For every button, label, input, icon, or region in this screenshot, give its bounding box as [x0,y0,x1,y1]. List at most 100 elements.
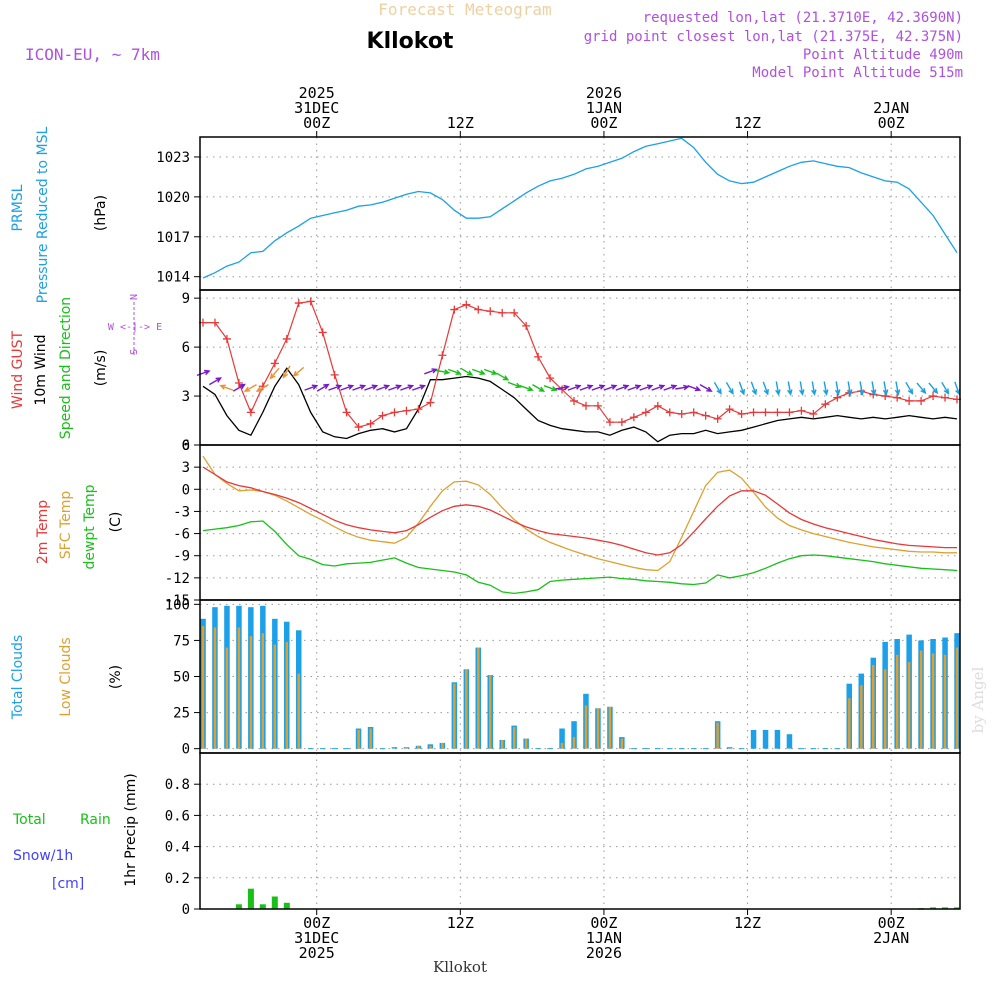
wind-direction-arrow [882,381,889,396]
gust-marker [510,308,519,317]
gust-marker [246,408,255,417]
gust-marker [737,410,746,418]
gust-marker [905,396,914,405]
time-label-top: 31DEC [294,99,339,117]
low-cloud-bar [273,644,276,749]
gust-marker [653,401,662,410]
gust-marker [402,406,411,415]
precip-frame [199,752,961,910]
wind-direction-arrow [364,384,379,391]
wind-label-gust: Wind GUST [10,330,26,409]
gust-marker [342,408,351,417]
precip-label-rain: Rain [80,812,111,828]
wind-direction-arrow [412,384,427,391]
time-label-top: 2025 [299,84,335,102]
wind-direction-arrow [591,384,606,391]
gust-marker [414,405,423,414]
gust-marker [725,405,734,414]
y-tick-label: 0 [182,902,190,918]
wind-direction-arrow [292,366,305,377]
gust-marker [438,351,447,360]
gust-marker [617,418,626,427]
wind-direction-arrow [928,382,939,395]
wind-direction-arrow [483,368,498,375]
wind-direction-arrow [713,381,722,395]
y-tick-label: 0 [182,482,190,498]
wind-direction-arrow [519,385,534,392]
precip-bar [235,904,242,909]
location-title: Kllokot [367,29,454,54]
gust-marker [378,411,387,420]
time-label-top: 00Z [878,114,905,132]
gust-marker [354,423,363,432]
gust-marker [294,299,303,308]
y-tick-label: -9 [173,549,190,565]
low-cloud-bar [501,740,504,749]
y-tick-label: 100 [165,597,190,613]
time-label-bottom: 2026 [586,944,622,962]
low-cloud-bar [524,738,528,749]
pressure-grid [200,137,960,290]
wind-direction-arrow [627,384,642,391]
time-label-bottom: 2025 [299,944,335,962]
temp-label-sfc: SFC Temp [58,491,74,560]
wind-direction-arrow [954,381,961,396]
low-cloud-bar [848,698,851,749]
time-label-top: 2026 [586,84,622,102]
precip-label-cm: [cm] [52,876,84,892]
pressure-panel: 1014 1017 1020 1023 PRMSL Pressure Reduced … [10,126,961,303]
total-cloud-bar [391,747,398,749]
y-tick-label: 75 [173,633,190,649]
wind-direction-arrow [232,383,246,392]
wind-direction-arrow [811,381,817,396]
gust-marker [665,408,674,417]
precip-bar [283,902,290,909]
total-cloud-bar [762,729,769,749]
wind-direction-arrow [579,384,594,391]
low-cloud-bar [560,742,564,749]
wind-direction-arrow [846,381,853,396]
wind-direction-arrow [775,381,781,396]
gust-marker [821,400,830,409]
gust-marker [629,413,638,422]
temperature-grid [200,444,960,601]
low-cloud-bar [429,745,432,749]
gust-marker [390,408,399,417]
low-cloud-bar [884,669,887,749]
dewpoint-line [202,520,958,595]
gust-marker [605,418,614,427]
cloud-bars [200,605,960,750]
y-tick-label: 0.4 [165,840,190,856]
wind-direction-arrow [340,384,355,391]
wind-direction-arrow [471,368,486,375]
precip-bar [930,907,937,909]
time-label-top: 12Z [734,114,761,132]
low-cloud-bar [201,626,205,749]
low-cloud-bar [441,742,444,749]
wind-y-ticks: 0 3 6 9 [182,291,200,454]
low-cloud-bar [907,662,911,749]
wind-gust-line [203,300,958,428]
y-tick-label: 1014 [156,270,190,286]
wind-direction-arrow [435,369,451,375]
y-tick-label: 0 [182,742,190,758]
wind-direction-arrow [316,383,330,392]
precip-unit: 1hr Precip (mm) [123,773,139,886]
wind-label-10m: 10m Wind [33,334,49,405]
wind-panel: 0 3 6 9 Wind GUST 10m Wind Speed and Direct… [10,289,961,454]
pressure-y-ticks: 1014 1017 1020 1023 [156,150,200,286]
gust-marker [593,401,602,410]
footer-location: Kllokot [433,958,487,976]
time-label-bottom: 00Z [590,914,617,932]
wind-direction-arrow [555,384,570,391]
temperature-panel: -15 -12 -9 -6 -3 0 3 6 2m Temp SFC Temp dewpt T… [35,438,961,609]
wind-direction-arrow [255,383,269,392]
wind-direction-arrow [208,377,222,386]
gust-marker [701,411,710,420]
gust-marker [222,334,231,343]
low-cloud-bar [943,654,947,749]
precip-y-ticks: 0 0.2 0.4 0.6 0.8 [165,777,200,918]
pressure-unit: (hPa) [93,195,109,231]
low-cloud-bar [285,641,288,749]
